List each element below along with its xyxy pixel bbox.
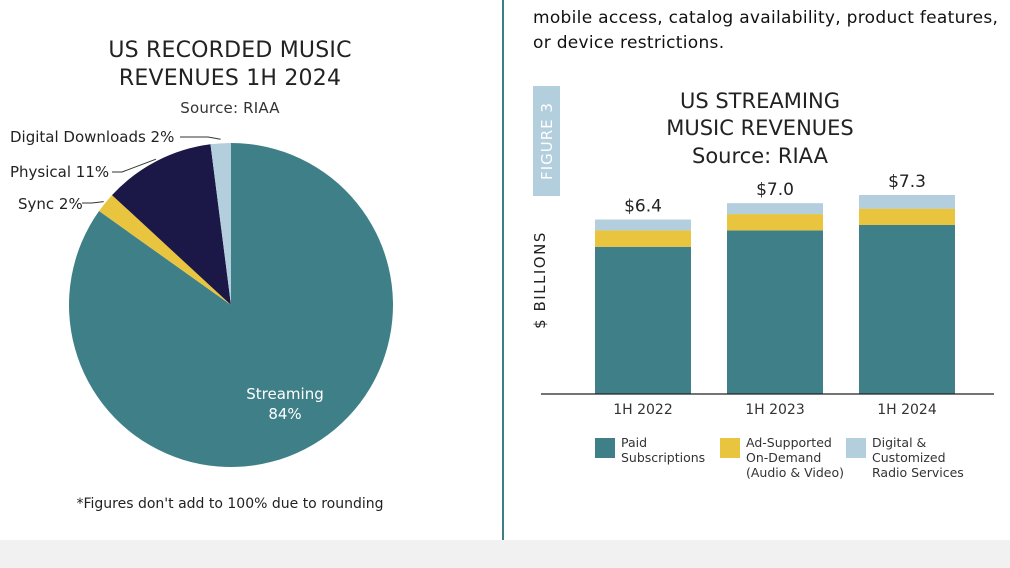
bar-paid-1 xyxy=(595,246,691,394)
pie-title-line1: US RECORDED MUSIC xyxy=(108,38,352,63)
figure-tag: FIGURE 3 xyxy=(533,86,560,196)
legend-label-ad-supported: Ad-Supported On-Demand (Audio & Video) xyxy=(746,435,844,480)
pie-slice-physical xyxy=(112,144,231,305)
pie-label-sync: Sync 2% xyxy=(18,195,83,213)
bar-total-label-1: $6.4 xyxy=(624,197,662,217)
x-tick-label-1: 1H 2022 xyxy=(613,402,673,418)
pie-slice-streaming xyxy=(69,143,394,468)
bar-title-line1: US STREAMING xyxy=(679,89,841,113)
bar-ad-supported-2 xyxy=(727,214,823,231)
bottom-bar xyxy=(0,540,1010,568)
pie-label-digital-downloads: Digital Downloads 2% xyxy=(10,128,175,146)
x-tick-label-3: 1H 2024 xyxy=(877,402,937,418)
legend-item-digital-radio: Digital & Customized Radio Services xyxy=(846,435,964,480)
bar-digital-radio-3 xyxy=(859,195,955,209)
pie-title-line2: REVENUES 1H 2024 xyxy=(118,66,342,91)
intro-text-line2: or device restrictions. xyxy=(533,33,725,53)
pie-source: Source: RIAA xyxy=(180,99,280,117)
bar-ad-supported-1 xyxy=(595,230,691,247)
pie-slice-digital-downloads xyxy=(210,142,231,305)
bar-title-line2: MUSIC REVENUES xyxy=(666,116,854,140)
legend-swatch-ad-supported xyxy=(720,438,740,458)
pie-label-physical: Physical 11% xyxy=(10,163,110,181)
bar-ad-supported-3 xyxy=(859,208,955,225)
bar-paid-3 xyxy=(859,224,955,394)
pie-leader-sync xyxy=(82,201,104,204)
legend-item-ad-supported: Ad-Supported On-Demand (Audio & Video) xyxy=(720,435,844,480)
intro-text-line1: mobile access, catalog availability, pro… xyxy=(533,8,999,28)
bar-total-label-3: $7.3 xyxy=(888,172,926,192)
legend-swatch-paid xyxy=(595,438,615,458)
pie-leader-physical xyxy=(112,158,157,173)
pie-slice-sync xyxy=(99,195,231,305)
legend-label-digital-radio: Digital & Customized Radio Services xyxy=(872,435,964,480)
column-divider xyxy=(502,0,504,540)
legend-swatch-digital-radio xyxy=(846,438,866,458)
bar-digital-radio-1 xyxy=(595,219,691,231)
legend-label-paid: Paid Subscriptions xyxy=(621,435,706,465)
pie-footnote: *Figures don't add to 100% due to roundi… xyxy=(76,496,384,512)
bar-chart: $6.4 1H 2022 $7.0 1H 2023 $7.3 1H 2024 xyxy=(541,172,994,418)
pie-label-streaming-name: Streaming xyxy=(246,385,324,403)
legend-item-paid: Paid Subscriptions xyxy=(595,435,705,465)
pie-leader-digital-downloads xyxy=(180,136,221,140)
bar-source: Source: RIAA xyxy=(692,144,828,168)
pie-label-streaming-value: 84% xyxy=(268,405,302,423)
bar-digital-radio-2 xyxy=(727,203,823,215)
bar-total-label-2: $7.0 xyxy=(756,180,794,200)
x-tick-label-2: 1H 2023 xyxy=(745,402,805,418)
pie-chart xyxy=(69,136,394,468)
bar-paid-2 xyxy=(727,230,823,394)
